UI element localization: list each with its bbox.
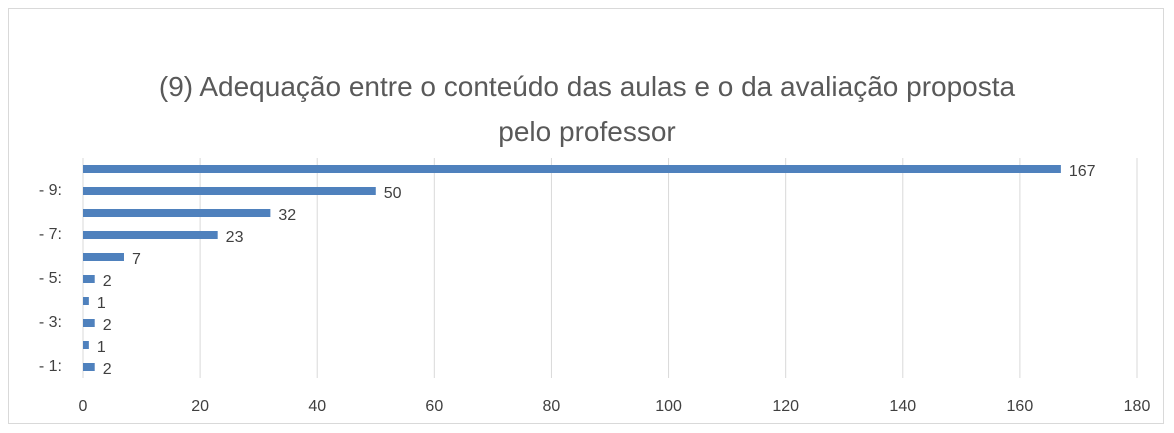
x-tick-label: 80 [543,398,561,415]
bar [83,341,89,349]
y-tick-label: - 3: [39,314,62,331]
x-tick-label: 140 [889,398,916,415]
data-label: 2 [103,273,112,290]
bar [83,165,1061,173]
y-tick-label: - 9: [39,182,62,199]
y-tick-label: - 7: [39,226,62,243]
data-label: 167 [1069,163,1096,180]
bar [83,363,95,371]
data-label: 23 [226,229,244,246]
y-tick-label: - 1: [39,358,62,375]
data-label: 2 [103,317,112,334]
data-label: 1 [97,339,106,356]
x-tick-label: 20 [191,398,209,415]
bar [83,319,95,327]
x-tick-label: 60 [425,398,443,415]
x-tick-label: 180 [1124,398,1151,415]
x-tick-label: 100 [655,398,682,415]
data-label: 32 [278,207,296,224]
x-tick-label: 120 [772,398,799,415]
y-tick-label: - 5: [39,270,62,287]
bar [83,231,218,239]
bar [83,253,124,261]
data-label: 1 [97,295,106,312]
data-label: 50 [384,185,402,202]
x-tick-label: 160 [1007,398,1034,415]
bar [83,187,376,195]
bar [83,297,89,305]
x-tick-label: 0 [79,398,88,415]
data-label: 7 [132,251,141,268]
bar [83,209,271,217]
chart-frame [8,8,1164,424]
chart-title: (9) Adequação entre o conteúdo das aulas… [158,71,1016,147]
data-label: 2 [103,361,112,378]
x-tick-label: 40 [308,398,326,415]
bar [83,275,95,283]
